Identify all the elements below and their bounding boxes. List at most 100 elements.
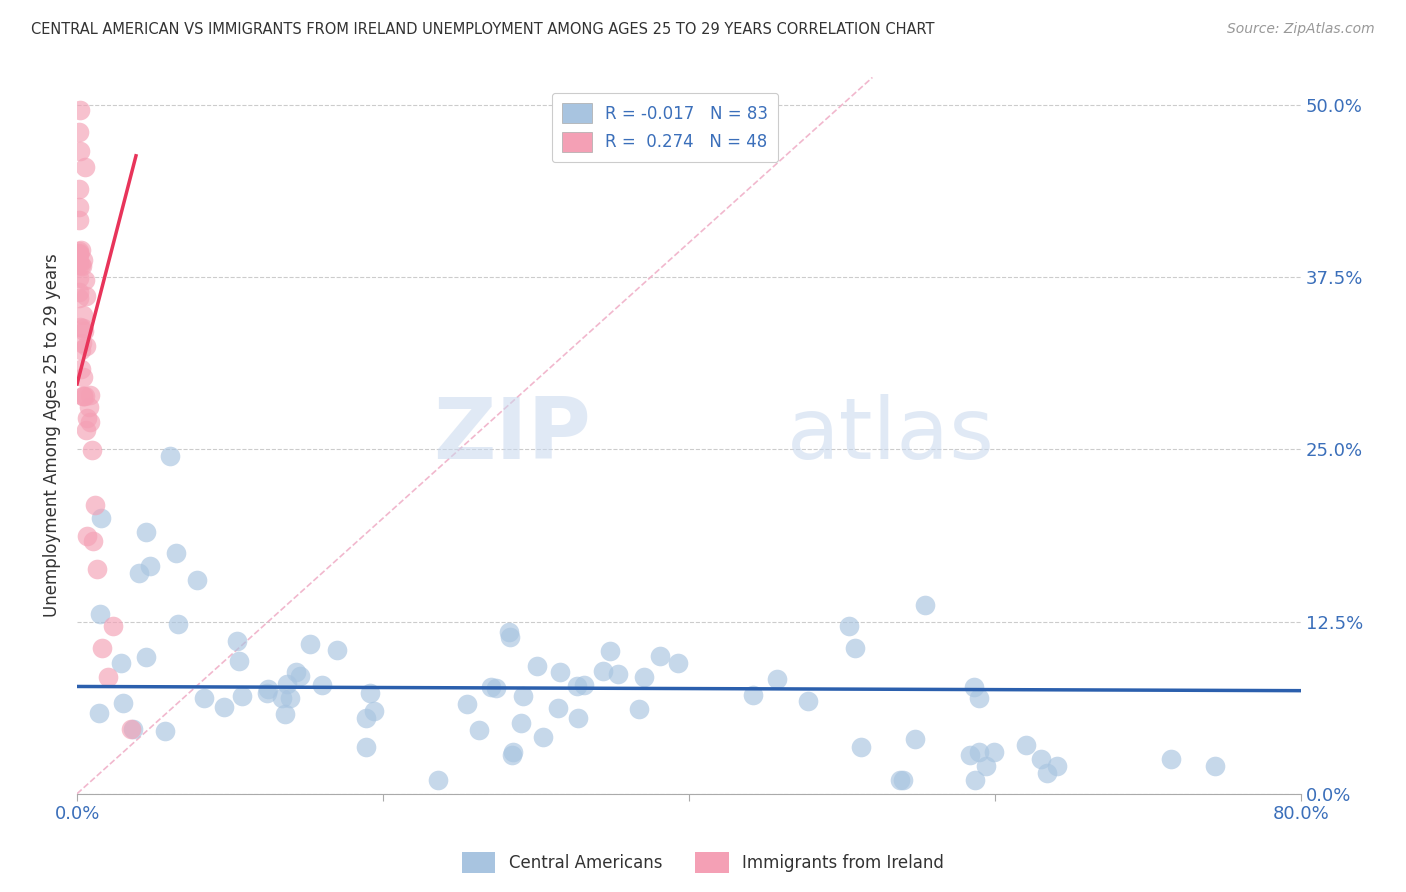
Point (983, 745, 1005, 759)
Point (512, 689, 534, 703)
Point (70, 343, 93, 357)
Point (479, 681, 502, 695)
Point (1160, 752, 1182, 766)
Point (77, 400, 100, 414)
Point (276, 677, 298, 691)
Point (526, 659, 548, 673)
Point (72, 389, 94, 403)
Point (90, 511, 112, 525)
Point (67, 213, 90, 227)
Point (567, 711, 589, 725)
Point (135, 524, 157, 539)
Point (531, 730, 554, 744)
Point (468, 723, 491, 738)
Point (90, 641, 112, 656)
Point (498, 624, 520, 639)
Text: CENTRAL AMERICAN VS IMMIGRANTS FROM IRELAND UNEMPLOYMENT AMONG AGES 25 TO 29 YEA: CENTRAL AMERICAN VS IMMIGRANTS FROM IREL… (31, 22, 935, 37)
Point (1046, 759, 1069, 773)
Point (356, 739, 378, 754)
Point (427, 772, 450, 787)
Point (83, 499, 105, 513)
Point (501, 747, 523, 762)
Point (359, 685, 381, 699)
Point (73, 273, 96, 287)
Point (311, 678, 333, 692)
Point (79, 388, 101, 402)
Point (70, 260, 93, 274)
Point (891, 772, 914, 787)
Point (356, 711, 378, 725)
Point (159, 449, 181, 463)
Point (67, 200, 90, 214)
Point (510, 715, 533, 730)
Point (73, 160, 96, 174)
Point (485, 681, 508, 695)
Point (278, 691, 301, 706)
Point (73, 389, 96, 403)
Point (76, 411, 98, 425)
Point (89, 706, 111, 721)
Point (904, 731, 927, 746)
Point (67, 246, 90, 260)
Point (153, 724, 176, 739)
Point (67, 125, 90, 139)
Point (72, 389, 94, 403)
Point (69, 145, 91, 159)
Point (226, 633, 249, 648)
Point (502, 745, 524, 759)
Point (797, 694, 820, 708)
Point (271, 691, 294, 706)
Point (963, 772, 986, 787)
Point (89, 607, 111, 622)
Point (67, 285, 90, 299)
Point (75, 423, 97, 437)
Point (165, 546, 187, 560)
Point (914, 599, 936, 613)
Point (607, 667, 630, 681)
Point (592, 665, 614, 679)
Point (128, 566, 150, 581)
Point (1204, 759, 1226, 773)
Point (70, 336, 93, 351)
Y-axis label: Unemployment Among Ages 25 to 29 years: Unemployment Among Ages 25 to 29 years (44, 253, 60, 617)
Point (967, 745, 990, 759)
Point (288, 669, 311, 683)
Point (67, 258, 90, 272)
Point (1015, 739, 1038, 753)
Point (72, 369, 94, 384)
Point (80, 443, 103, 458)
Point (67, 291, 90, 305)
Point (75, 289, 97, 303)
Point (666, 656, 689, 670)
Point (1036, 766, 1059, 780)
Point (193, 690, 215, 705)
Point (167, 617, 190, 632)
Point (650, 648, 672, 663)
Point (79, 415, 101, 429)
Point (67, 246, 90, 260)
Point (565, 679, 588, 693)
Point (67, 244, 90, 258)
Point (256, 685, 278, 699)
Text: Source: ZipAtlas.com: Source: ZipAtlas.com (1227, 22, 1375, 37)
Point (67, 245, 90, 260)
Point (231, 690, 253, 704)
Point (326, 643, 349, 657)
Point (112, 697, 135, 711)
Point (73, 324, 96, 338)
Point (284, 665, 307, 679)
Point (212, 700, 235, 714)
Point (741, 689, 763, 703)
Point (75, 339, 97, 353)
Point (67, 182, 90, 196)
Point (628, 702, 651, 716)
Point (889, 772, 911, 787)
Point (550, 665, 572, 679)
Point (76, 529, 98, 543)
Point (67, 270, 90, 285)
Point (139, 559, 162, 574)
Point (72, 321, 94, 335)
Point (69, 319, 91, 334)
Point (599, 644, 621, 658)
Point (110, 656, 132, 670)
